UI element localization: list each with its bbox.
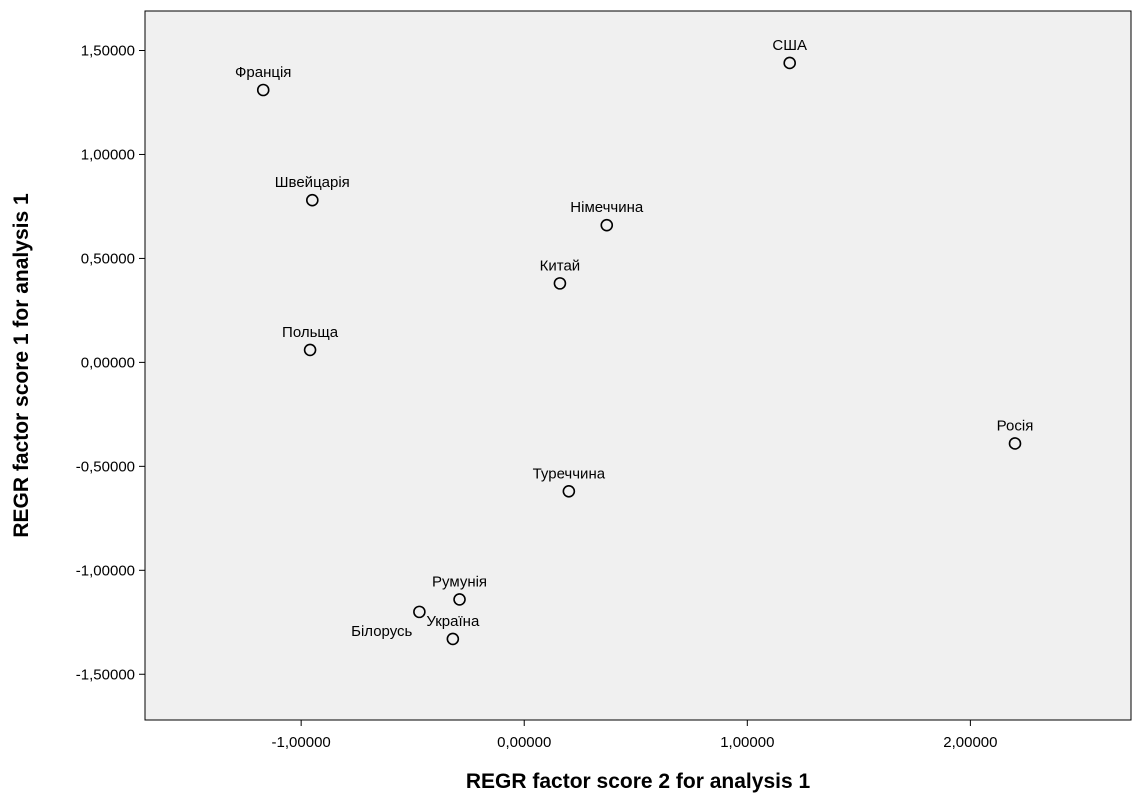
point-label: Румунія: [432, 573, 487, 590]
plot-area: [144, 10, 1132, 721]
x-tick-label: 0,00000: [497, 734, 551, 751]
point-label: Німеччина: [570, 199, 644, 216]
data-point: [562, 484, 576, 498]
y-tick-label: 0,00000: [81, 354, 135, 371]
data-point: [783, 56, 796, 70]
data-point: [1008, 437, 1022, 450]
data-point: [553, 277, 567, 290]
point-label: Туреччина: [533, 465, 606, 482]
y-axis-title: REGR factor score 1 for analysis 1: [10, 193, 33, 538]
y-tick-label: 0,50000: [81, 250, 135, 267]
data-point: [306, 193, 319, 207]
data-point: [446, 632, 460, 646]
x-tick-label: 1,00000: [720, 734, 774, 751]
y-tick-label: -1,50000: [76, 666, 135, 683]
point-label: Росія: [997, 417, 1034, 434]
data-point: [453, 593, 466, 606]
point-label: Швейцарія: [275, 174, 350, 191]
data-point: [413, 605, 426, 619]
data-point: [256, 83, 270, 97]
point-label: Китай: [540, 257, 581, 274]
y-tick-label: 1,00000: [81, 146, 135, 163]
data-point: [303, 343, 317, 357]
point-label: Франція: [235, 64, 291, 81]
x-tick-label: -1,00000: [272, 734, 331, 751]
point-label: США: [772, 37, 807, 54]
x-tick-label: 2,00000: [943, 734, 997, 751]
x-axis: -1,00000 0,00000 1,00000 2,00000: [272, 720, 998, 751]
y-axis: 1,50000 1,00000 0,50000 0,00000 -0,50000 -1,0…: [76, 43, 145, 683]
y-tick-label: 1,50000: [81, 43, 135, 60]
y-tick-label: -1,00000: [76, 562, 135, 579]
data-points: США Франція Швейцарія Німеччина Китай Польща Р…: [235, 37, 1034, 646]
y-tick-label: -0,50000: [76, 458, 135, 475]
x-axis-title: REGR factor score 2 for analysis 1: [466, 770, 811, 793]
point-label: Білорусь: [351, 623, 412, 640]
data-point: [600, 218, 614, 232]
point-label: Україна: [426, 613, 480, 630]
point-label: Польща: [282, 324, 339, 341]
